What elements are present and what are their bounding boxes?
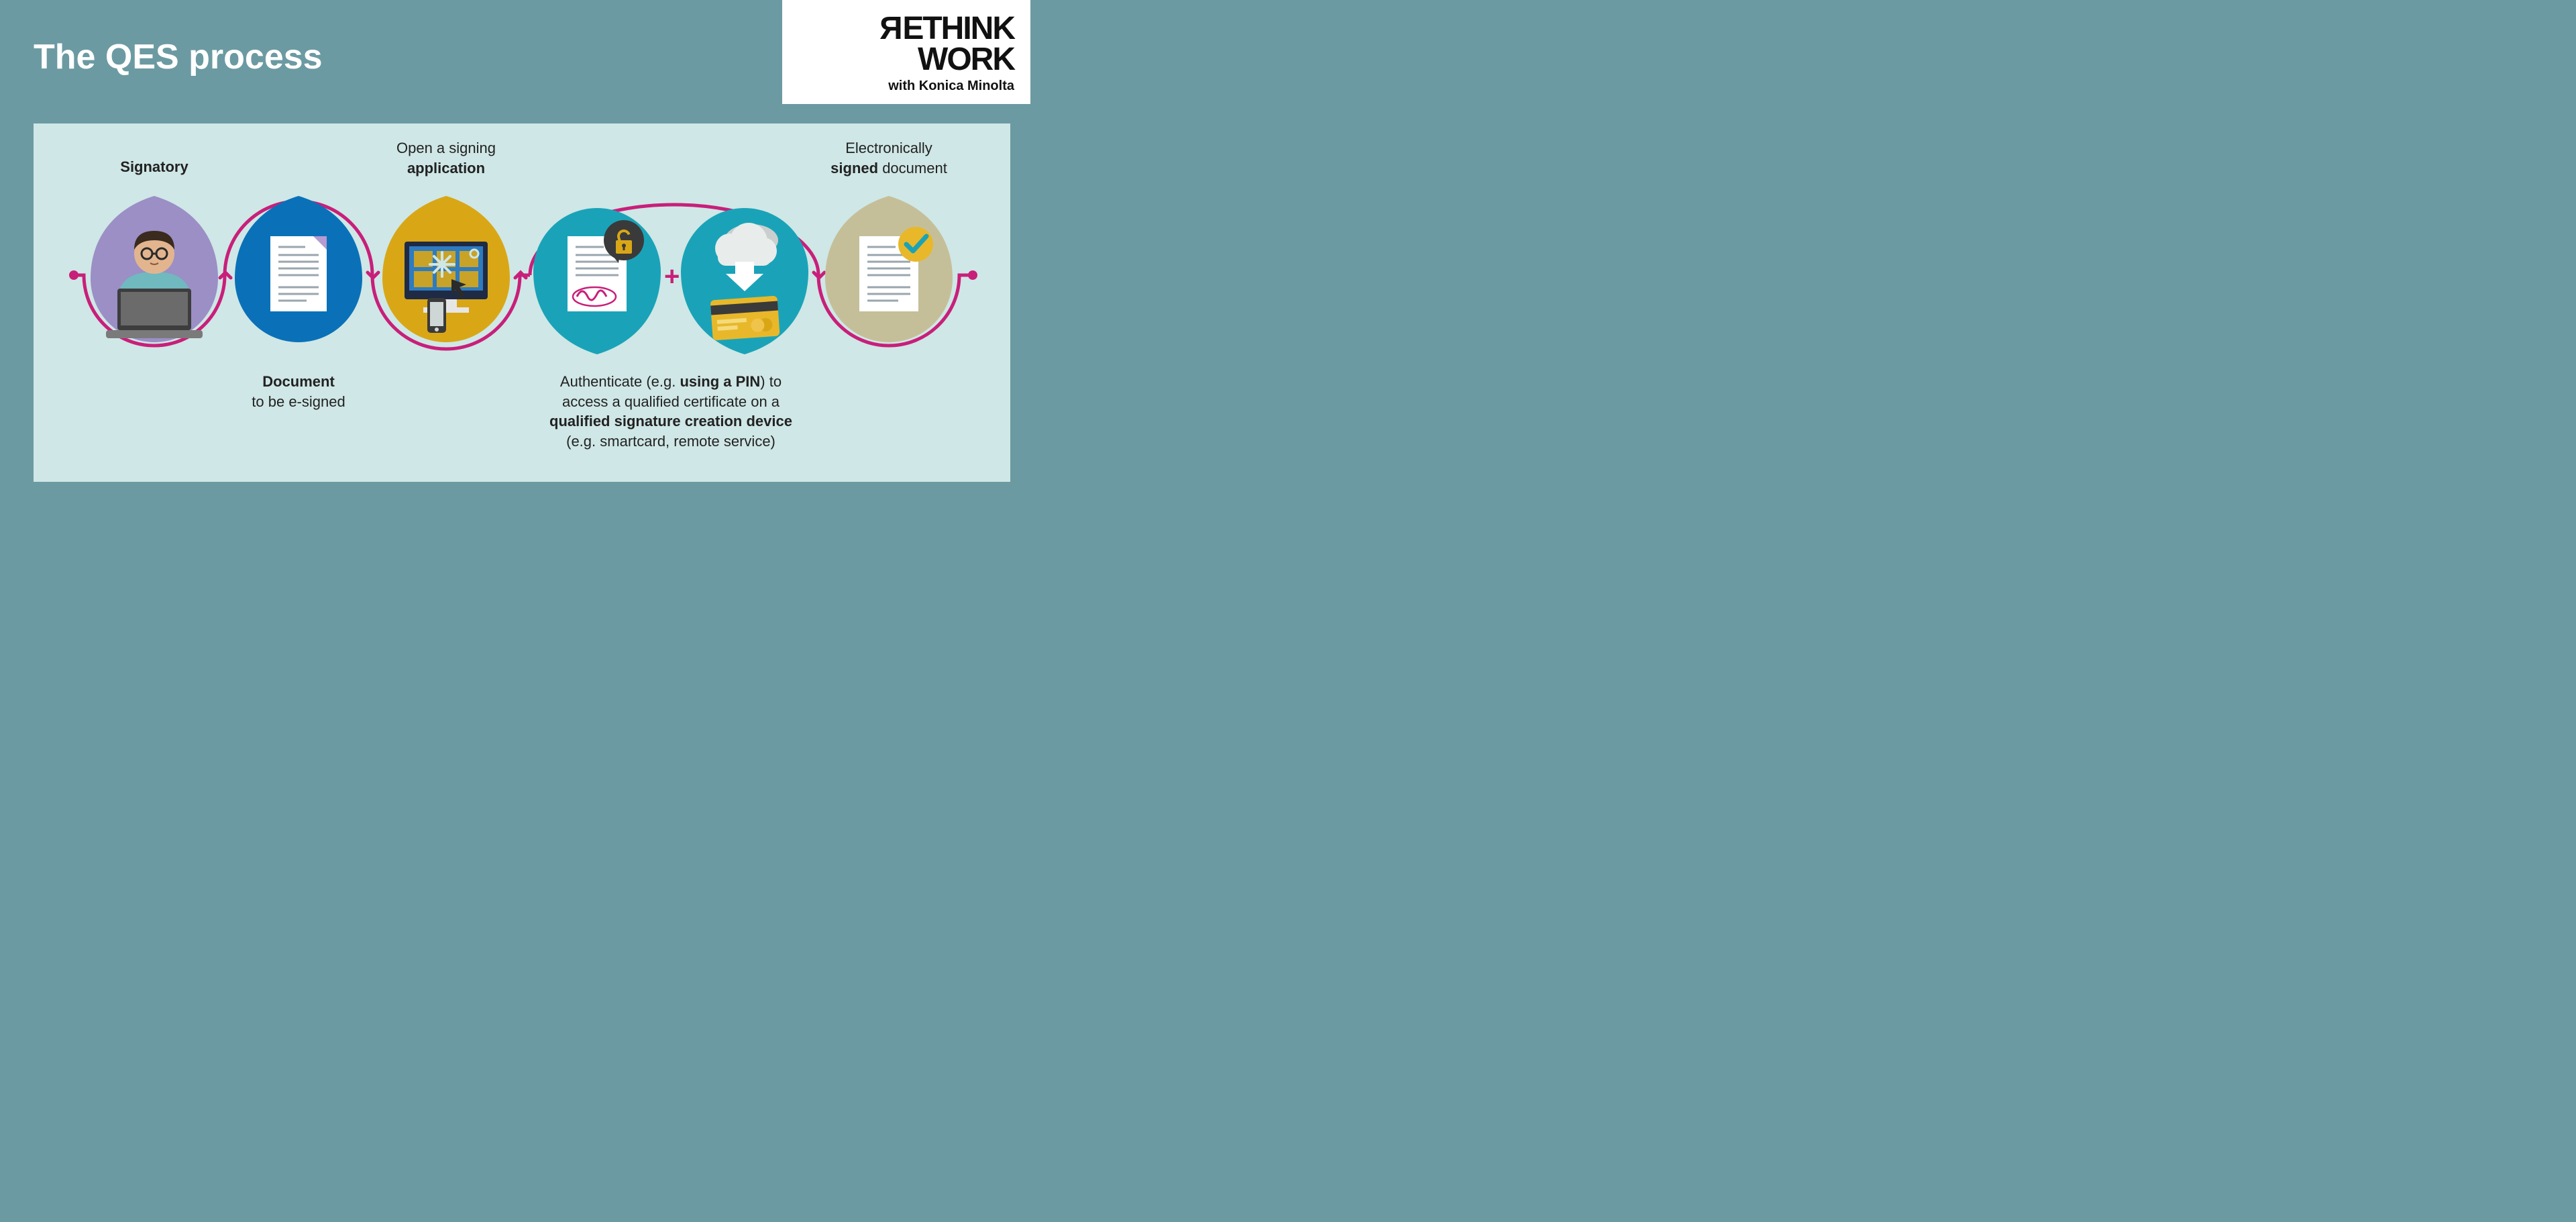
caption-document: Documentto be e-signed (231, 372, 366, 411)
caption-authenticate: Authenticate (e.g. using a PIN) toaccess… (517, 372, 825, 452)
step-authenticate (533, 208, 661, 354)
logo-subtitle: with Konica Minolta (798, 79, 1014, 94)
page-title: The QES process (34, 37, 323, 77)
caption-signatory: Signatory (87, 157, 221, 177)
process-panel: Signatory Documentto be e-signed Open a … (34, 123, 1010, 482)
step-signed (825, 196, 953, 342)
step-signatory (91, 196, 218, 342)
logo-line2: WORK (918, 42, 1014, 77)
brand-logo: RETHINK WORK with Konica Minolta (782, 0, 1030, 104)
step-device (681, 208, 808, 354)
logo-line1: RETHINK WORK (798, 13, 1014, 74)
caption-signed: Electronicallysigned document (805, 138, 973, 178)
caption-application: Open a signingapplication (366, 138, 527, 178)
document-icon (270, 236, 327, 311)
logo-flipped-r: R (881, 13, 903, 44)
plus-symbol: + (664, 262, 680, 292)
step-application (382, 196, 510, 342)
